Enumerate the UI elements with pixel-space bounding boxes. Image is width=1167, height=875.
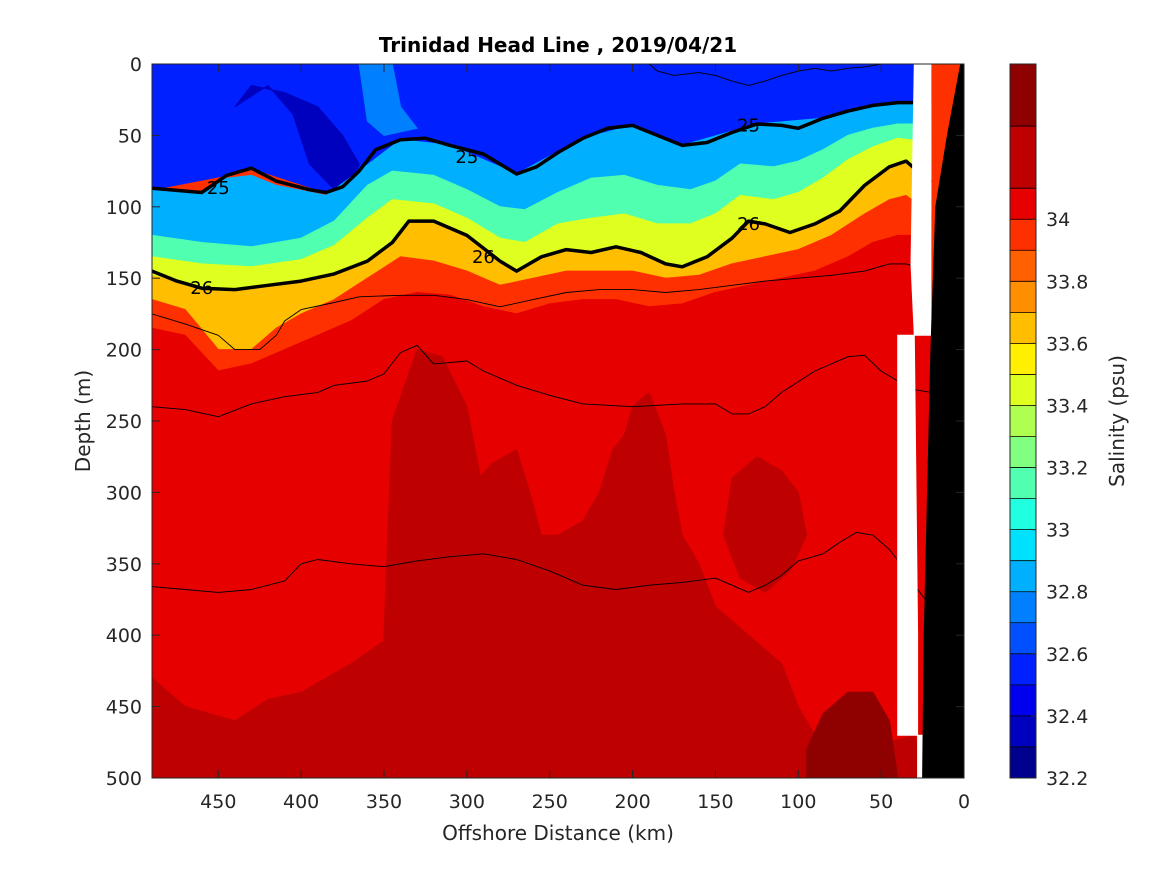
y-tick-label: 150 xyxy=(106,268,142,290)
y-tick-label: 300 xyxy=(106,482,142,504)
x-tick-label: 450 xyxy=(200,791,236,813)
x-axis-title: Offshore Distance (km) xyxy=(442,821,674,845)
y-tick-label: 200 xyxy=(106,340,142,362)
y-axis: 0 50 100 150 200 250 300 350 400 450 500 xyxy=(106,54,964,790)
y-tick-label: 50 xyxy=(118,125,142,147)
isopycnal-label: 25 xyxy=(455,147,478,168)
isopycnal-line-1 xyxy=(152,159,933,292)
x-tick-label: 250 xyxy=(532,791,568,813)
colorbar-tick-label: 32.6 xyxy=(1046,644,1088,666)
y-axis-title: Depth (m) xyxy=(71,370,95,472)
colorbar-tick-label: 33.8 xyxy=(1046,271,1088,293)
y-tick-label: 0 xyxy=(130,54,142,76)
salinity-region-2 xyxy=(358,64,418,136)
colorbar-tick-label: 33 xyxy=(1046,520,1070,542)
mask-regions xyxy=(897,64,964,778)
isopycnal-line-4 xyxy=(152,531,932,607)
colorbar-frame xyxy=(1009,63,1037,779)
isopycnal-label: 26 xyxy=(190,278,213,299)
isopycnal-contours: 25 25 25 26 26 26 xyxy=(152,64,933,607)
colorbar-swatch xyxy=(1010,529,1036,562)
isopycnal-line-0 xyxy=(152,100,931,195)
x-tick-label: 100 xyxy=(780,791,816,813)
colorbar-tick-label: 32.2 xyxy=(1046,768,1088,790)
isopycnal-line-2 xyxy=(152,263,932,351)
colorbar-swatch xyxy=(1010,653,1036,686)
chart-title: Trinidad Head Line , 2019/04/21 xyxy=(379,33,737,57)
colorbar-swatch xyxy=(1010,467,1036,500)
isopycnal-label: 26 xyxy=(737,214,760,235)
colorbar-swatch xyxy=(1010,560,1036,593)
x-tick-label: 200 xyxy=(614,791,650,813)
colorbar-tick-label: 33.4 xyxy=(1046,395,1088,417)
colorbar-tick-label: 33.2 xyxy=(1046,458,1088,480)
colorbar-swatch xyxy=(1010,64,1036,127)
salinity-region-11 xyxy=(590,420,692,693)
mask-region-1 xyxy=(922,64,964,778)
x-tick-label: 150 xyxy=(697,791,733,813)
isopycnal-label: 25 xyxy=(207,178,230,199)
x-axis: 450 400 350 300 250 200 150 100 50 0 xyxy=(200,64,970,813)
colorbar-swatch xyxy=(1010,219,1036,251)
salinity-region-12 xyxy=(723,456,808,594)
isopycnal-line-5 xyxy=(648,64,882,86)
x-tick-label: 0 xyxy=(958,791,970,813)
colorbar-swatch xyxy=(1010,498,1036,531)
y-tick-label: 100 xyxy=(106,197,142,219)
isopycnal-label: 26 xyxy=(472,247,495,268)
colorbar-swatch xyxy=(1010,250,1036,282)
x-tick-label: 350 xyxy=(366,791,402,813)
colorbar-tick-label: 34 xyxy=(1046,209,1070,231)
isopycnal-line-3 xyxy=(152,344,931,418)
x-tick-label: 300 xyxy=(449,791,485,813)
colorbar-swatch xyxy=(1010,374,1036,406)
colorbar-swatch xyxy=(1010,591,1036,624)
x-tick-label: 50 xyxy=(869,791,893,813)
colorbar-swatch xyxy=(1010,622,1036,655)
y-tick-label: 500 xyxy=(106,768,142,790)
x-tick-label: 400 xyxy=(283,791,319,813)
colorbar-tick-label: 33.6 xyxy=(1046,333,1088,355)
colorbar-swatch xyxy=(1010,436,1036,469)
colorbar-tick-label: 32.8 xyxy=(1046,582,1088,604)
colorbar-swatch xyxy=(1010,746,1036,779)
colorbar-swatch xyxy=(1010,312,1036,344)
y-tick-label: 450 xyxy=(106,697,142,719)
y-tick-label: 350 xyxy=(106,554,142,576)
colorbar-swatch xyxy=(1010,281,1036,313)
plot-area: 25 25 25 26 26 26 xyxy=(152,64,964,778)
colorbar-title: Salinity (psu) xyxy=(1105,355,1129,487)
colorbar-swatch xyxy=(1010,405,1036,438)
colorbar: 32.2 32.4 32.6 32.8 33 33.2 33.4 33.6 33.8 34 xyxy=(1009,63,1088,790)
salinity-region-13 xyxy=(806,691,899,778)
salinity-region-10 xyxy=(375,348,650,778)
colorbar-swatch xyxy=(1010,343,1036,375)
salinity-fields xyxy=(152,64,932,778)
colorbar-swatch xyxy=(1010,715,1036,748)
isopycnal-label: 25 xyxy=(737,115,760,136)
y-tick-label: 250 xyxy=(106,411,142,433)
y-tick-label: 400 xyxy=(106,625,142,647)
colorbar-swatch xyxy=(1010,188,1036,220)
colorbar-swatch xyxy=(1010,684,1036,717)
colorbar-tick-label: 32.4 xyxy=(1046,706,1088,728)
colorbar-swatch xyxy=(1010,126,1036,189)
